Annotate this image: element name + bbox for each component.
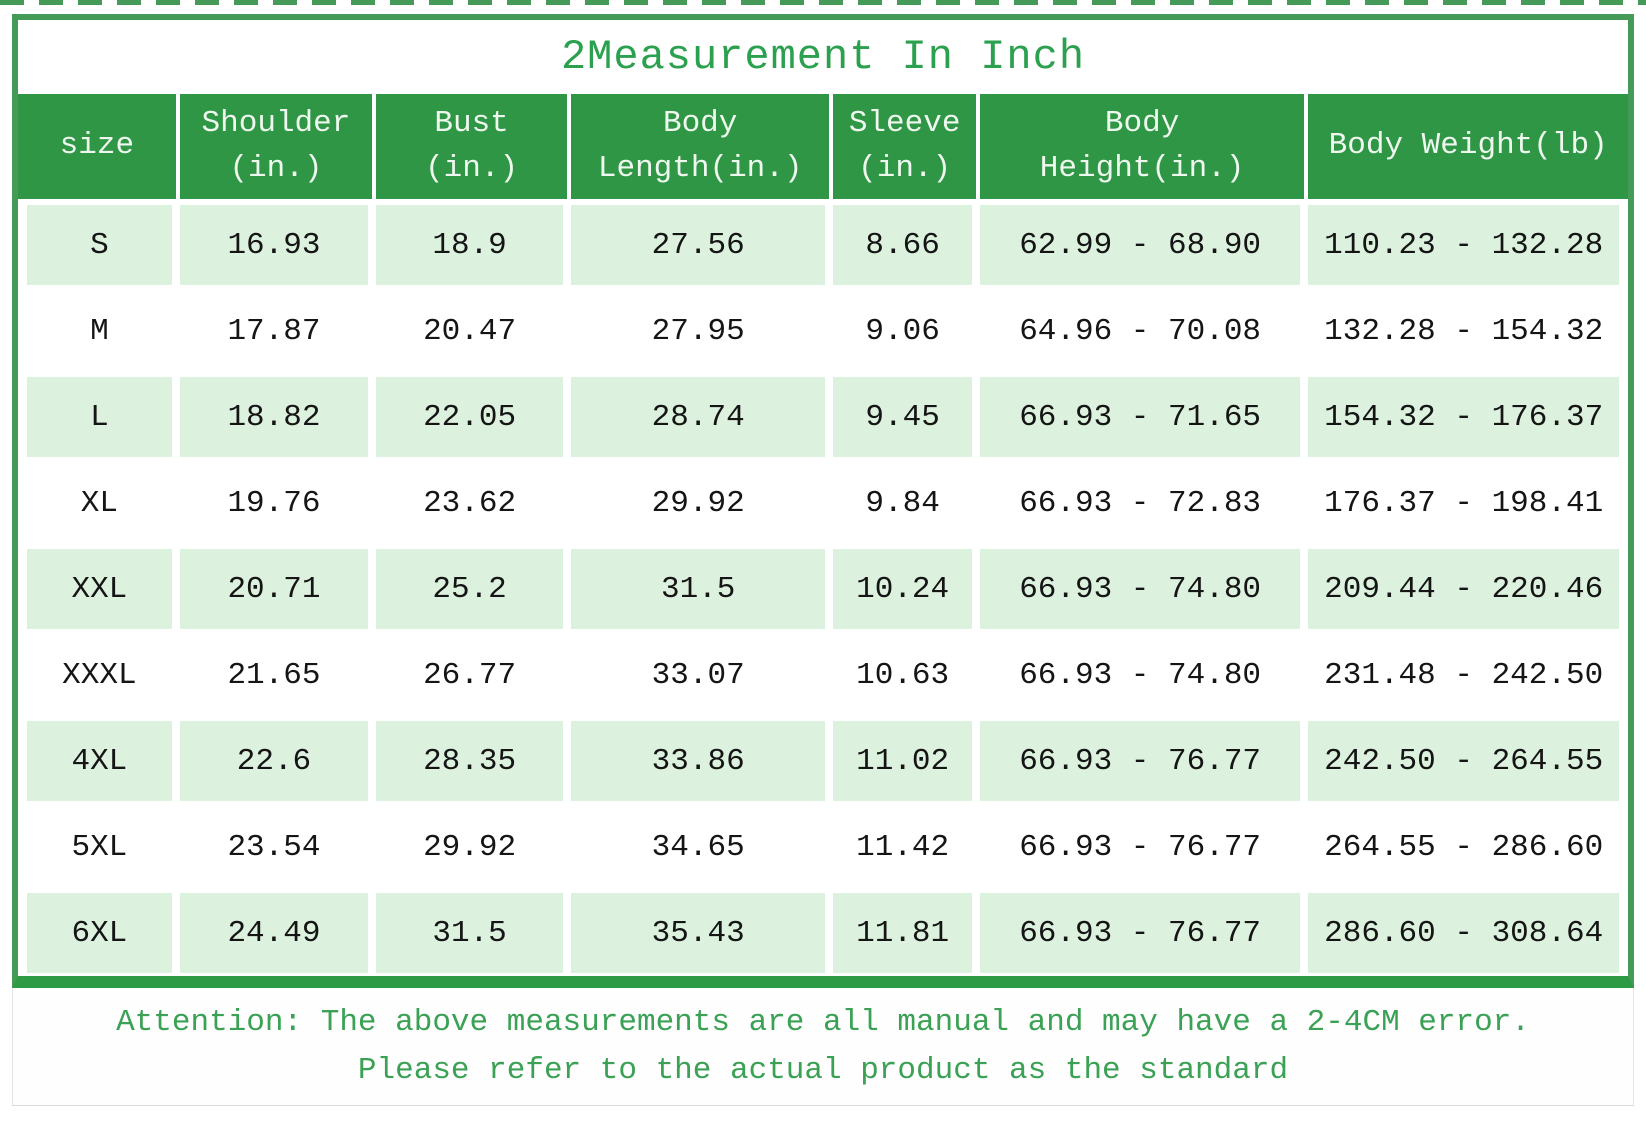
cell-body_weight_lb: 209.44 - 220.46 <box>1304 546 1628 632</box>
table-row: M 17.87 20.47 27.95 9.06 64.96 - 70.08 132.28 … <box>18 288 1628 374</box>
cell-shoulder_in: 17.87 <box>175 288 373 374</box>
cell-body_weight_lb: 286.60 - 308.64 <box>1304 890 1628 976</box>
cell-body_height_in: 66.93 - 71.65 <box>975 374 1305 460</box>
cell-bust_in: 18.9 <box>372 202 567 288</box>
cell-bust_in: 31.5 <box>372 890 567 976</box>
note-line-2: Please refer to the actual product as th… <box>357 1052 1289 1088</box>
table-row: XL 19.76 23.62 29.92 9.84 66.93 - 72.83 176.37… <box>18 460 1628 546</box>
note-line-1: Attention: The above measurements are al… <box>116 1004 1530 1040</box>
cell-body_length_in: 27.95 <box>566 288 830 374</box>
cell-body_weight_lb: 176.37 - 198.41 <box>1304 460 1628 546</box>
cell-body_length_in: 31.5 <box>566 546 830 632</box>
cell-body_length_in: 33.07 <box>566 632 830 718</box>
cell-body_height_in: 64.96 - 70.08 <box>975 288 1305 374</box>
cell-shoulder_in: 21.65 <box>175 632 373 718</box>
attention-note: Attention: The above measurements are al… <box>12 988 1634 1106</box>
column-header-sleeve_in: Sleeve (in.) <box>829 94 976 202</box>
title-row: 2Measurement In Inch <box>18 20 1628 94</box>
cell-sleeve_in: 11.81 <box>829 890 976 976</box>
table-row: 4XL 22.6 28.35 33.86 11.02 66.93 - 76.77 242.5… <box>18 718 1628 804</box>
cell-body_weight_lb: 154.32 - 176.37 <box>1304 374 1628 460</box>
table-row: L 18.82 22.05 28.74 9.45 66.93 - 71.65 154.32 … <box>18 374 1628 460</box>
cell-bust_in: 29.92 <box>372 804 567 890</box>
cell-size: M <box>18 288 176 374</box>
cell-shoulder_in: 20.71 <box>175 546 373 632</box>
cell-bust_in: 23.62 <box>372 460 567 546</box>
column-header-size: size <box>18 94 176 202</box>
column-header-body_length_in: Body Length(in.) <box>566 94 830 202</box>
size-table: size Shoulder (in.) Bust (in.) Body Length(in.… <box>18 94 1628 976</box>
cell-size: 5XL <box>18 804 176 890</box>
cell-shoulder_in: 16.93 <box>175 202 373 288</box>
cell-sleeve_in: 11.02 <box>829 718 976 804</box>
cell-body_height_in: 66.93 - 76.77 <box>975 890 1305 976</box>
cell-bust_in: 22.05 <box>372 374 567 460</box>
table-row: XXXL 21.65 26.77 33.07 10.63 66.93 - 74.80 231… <box>18 632 1628 718</box>
cell-body_height_in: 66.93 - 76.77 <box>975 804 1305 890</box>
cell-body_weight_lb: 231.48 - 242.50 <box>1304 632 1628 718</box>
table-row: S 16.93 18.9 27.56 8.66 62.99 - 68.90 110.23 -… <box>18 202 1628 288</box>
cell-body_height_in: 66.93 - 74.80 <box>975 546 1305 632</box>
cell-body_weight_lb: 132.28 - 154.32 <box>1304 288 1628 374</box>
cell-size: XL <box>18 460 176 546</box>
cell-body_length_in: 33.86 <box>566 718 830 804</box>
cell-size: S <box>18 202 176 288</box>
table-row: 6XL 24.49 31.5 35.43 11.81 66.93 - 76.77 286.6… <box>18 890 1628 976</box>
cell-body_weight_lb: 110.23 - 132.28 <box>1304 202 1628 288</box>
cell-shoulder_in: 19.76 <box>175 460 373 546</box>
column-header-shoulder_in: Shoulder (in.) <box>175 94 373 202</box>
cell-body_height_in: 66.93 - 74.80 <box>975 632 1305 718</box>
cell-body_length_in: 27.56 <box>566 202 830 288</box>
cell-body_length_in: 34.65 <box>566 804 830 890</box>
cell-body_height_in: 66.93 - 76.77 <box>975 718 1305 804</box>
column-header-body_height_in: Body Height(in.) <box>975 94 1305 202</box>
cell-shoulder_in: 23.54 <box>175 804 373 890</box>
cell-sleeve_in: 10.24 <box>829 546 976 632</box>
cell-bust_in: 20.47 <box>372 288 567 374</box>
cell-sleeve_in: 9.45 <box>829 374 976 460</box>
table-body: S 16.93 18.9 27.56 8.66 62.99 - 68.90 110.23 -… <box>18 202 1628 976</box>
top-dashed-divider <box>0 0 1646 5</box>
cell-body_length_in: 28.74 <box>566 374 830 460</box>
cell-size: XXL <box>18 546 176 632</box>
page-title: 2Measurement In Inch <box>560 33 1086 81</box>
cell-sleeve_in: 9.84 <box>829 460 976 546</box>
table-header: size Shoulder (in.) Bust (in.) Body Length(in.… <box>18 94 1628 202</box>
column-header-body_weight_lb: Body Weight(lb) <box>1304 94 1628 202</box>
cell-size: 4XL <box>18 718 176 804</box>
cell-bust_in: 26.77 <box>372 632 567 718</box>
cell-body_weight_lb: 264.55 - 286.60 <box>1304 804 1628 890</box>
cell-sleeve_in: 11.42 <box>829 804 976 890</box>
table-row: XXL 20.71 25.2 31.5 10.24 66.93 - 74.80 209.44… <box>18 546 1628 632</box>
size-chart-frame: 2Measurement In Inch size Shoulder (in.) Bu… <box>12 14 1634 988</box>
header-row: size Shoulder (in.) Bust (in.) Body Length(in.… <box>18 94 1628 202</box>
size-chart-card: 2Measurement In Inch size Shoulder (in.) Bu… <box>12 14 1634 1106</box>
cell-body_length_in: 35.43 <box>566 890 830 976</box>
cell-bust_in: 25.2 <box>372 546 567 632</box>
cell-shoulder_in: 24.49 <box>175 890 373 976</box>
cell-shoulder_in: 22.6 <box>175 718 373 804</box>
cell-body_height_in: 62.99 - 68.90 <box>975 202 1305 288</box>
cell-body_weight_lb: 242.50 - 264.55 <box>1304 718 1628 804</box>
cell-size: L <box>18 374 176 460</box>
cell-sleeve_in: 8.66 <box>829 202 976 288</box>
cell-sleeve_in: 9.06 <box>829 288 976 374</box>
cell-size: 6XL <box>18 890 176 976</box>
cell-body_length_in: 29.92 <box>566 460 830 546</box>
cell-sleeve_in: 10.63 <box>829 632 976 718</box>
cell-bust_in: 28.35 <box>372 718 567 804</box>
cell-body_height_in: 66.93 - 72.83 <box>975 460 1305 546</box>
cell-shoulder_in: 18.82 <box>175 374 373 460</box>
cell-size: XXXL <box>18 632 176 718</box>
table-row: 5XL 23.54 29.92 34.65 11.42 66.93 - 76.77 264.… <box>18 804 1628 890</box>
column-header-bust_in: Bust (in.) <box>372 94 567 202</box>
